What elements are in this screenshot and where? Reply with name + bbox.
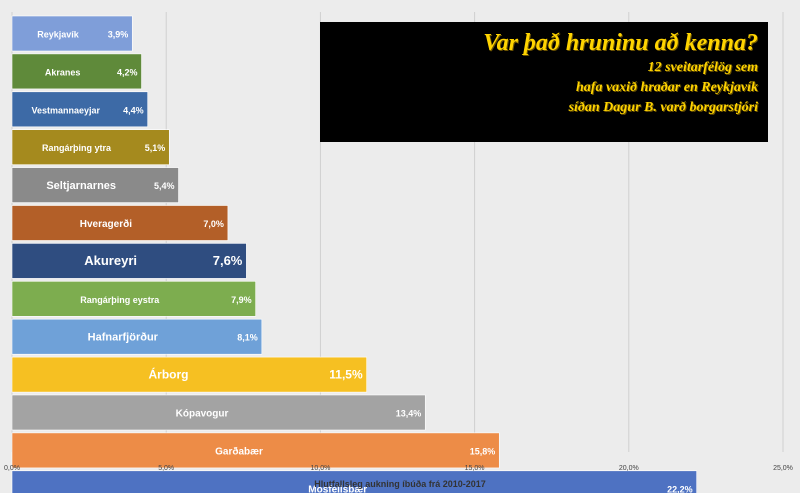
value-label: 3,9%	[108, 30, 129, 40]
bar-9	[11, 356, 367, 393]
category-label: Akureyri	[84, 253, 137, 268]
value-label: 15,8%	[470, 446, 496, 456]
bar-4	[11, 167, 179, 203]
category-label: Garðabær	[215, 445, 263, 457]
bar-0	[11, 15, 133, 52]
value-label: 13,4%	[396, 409, 422, 419]
category-label: Árborg	[149, 367, 189, 382]
category-label: Reykjavík	[37, 30, 80, 40]
bar-5	[11, 205, 229, 241]
value-label: 22,2%	[667, 484, 693, 493]
bar-11	[11, 432, 500, 469]
value-label: 7,9%	[231, 295, 252, 305]
value-label: 4,4%	[123, 105, 144, 115]
value-label: 8,1%	[237, 333, 258, 343]
chart-title: Var það hruninu að kenna?	[483, 30, 758, 56]
category-label: Kópavogur	[176, 409, 229, 420]
category-label: Akranes	[45, 67, 81, 77]
category-label: Rangárþing eystra	[80, 295, 160, 305]
category-label: Seltjarnarnes	[46, 180, 116, 192]
x-axis-ticks: 0,0% 5,0% 10,0% 15,0% 20,0% 25,0%	[4, 465, 793, 472]
x-tick-label: 15,0%	[465, 465, 485, 472]
category-label: Hafnarfjörður	[88, 332, 159, 344]
bar-6	[11, 243, 247, 279]
x-tick-label: 5,0%	[158, 465, 174, 472]
x-axis-label: Hlutfallsleg aukning íbúða frá 2010-2017	[314, 479, 486, 489]
value-label: 4,2%	[117, 67, 138, 77]
bar-10	[11, 394, 426, 431]
value-label: 7,6%	[213, 253, 243, 268]
category-label: Vestmannaeyjar	[31, 105, 100, 115]
subtitle-line-1: 12 sveitarfélög sem	[647, 60, 758, 75]
category-label: Rangárþing ytra	[42, 143, 112, 153]
category-label: Hveragerði	[80, 218, 132, 230]
x-tick-label: 20,0%	[619, 465, 639, 472]
value-label: 5,1%	[145, 143, 166, 153]
bar-12	[11, 470, 697, 493]
x-tick-label: 25,0%	[773, 465, 793, 472]
value-label: 11,5%	[329, 368, 363, 382]
bar-7	[11, 280, 256, 317]
category-label: Mosfellsbær	[308, 484, 367, 493]
bar-8	[11, 318, 263, 355]
bars: 3,9% Reykjavík 4,2% Akranes 4,4% Vestmannaeyj…	[11, 15, 697, 493]
subtitle-line-3: síðan Dagur B. varð borgarstjóri	[568, 100, 758, 115]
bar-3	[11, 129, 170, 165]
bar-2	[11, 91, 148, 128]
subtitle-line-2: hafa vaxið hraðar en Reykjavík	[576, 80, 758, 95]
title-box: Var það hruninu að kenna? 12 sveitarfélö…	[320, 22, 768, 142]
bar-1	[11, 53, 142, 90]
value-label: 7,0%	[203, 219, 224, 229]
x-tick-label: 0,0%	[4, 465, 20, 472]
x-tick-label: 10,0%	[310, 465, 330, 472]
value-label: 5,4%	[154, 181, 175, 191]
